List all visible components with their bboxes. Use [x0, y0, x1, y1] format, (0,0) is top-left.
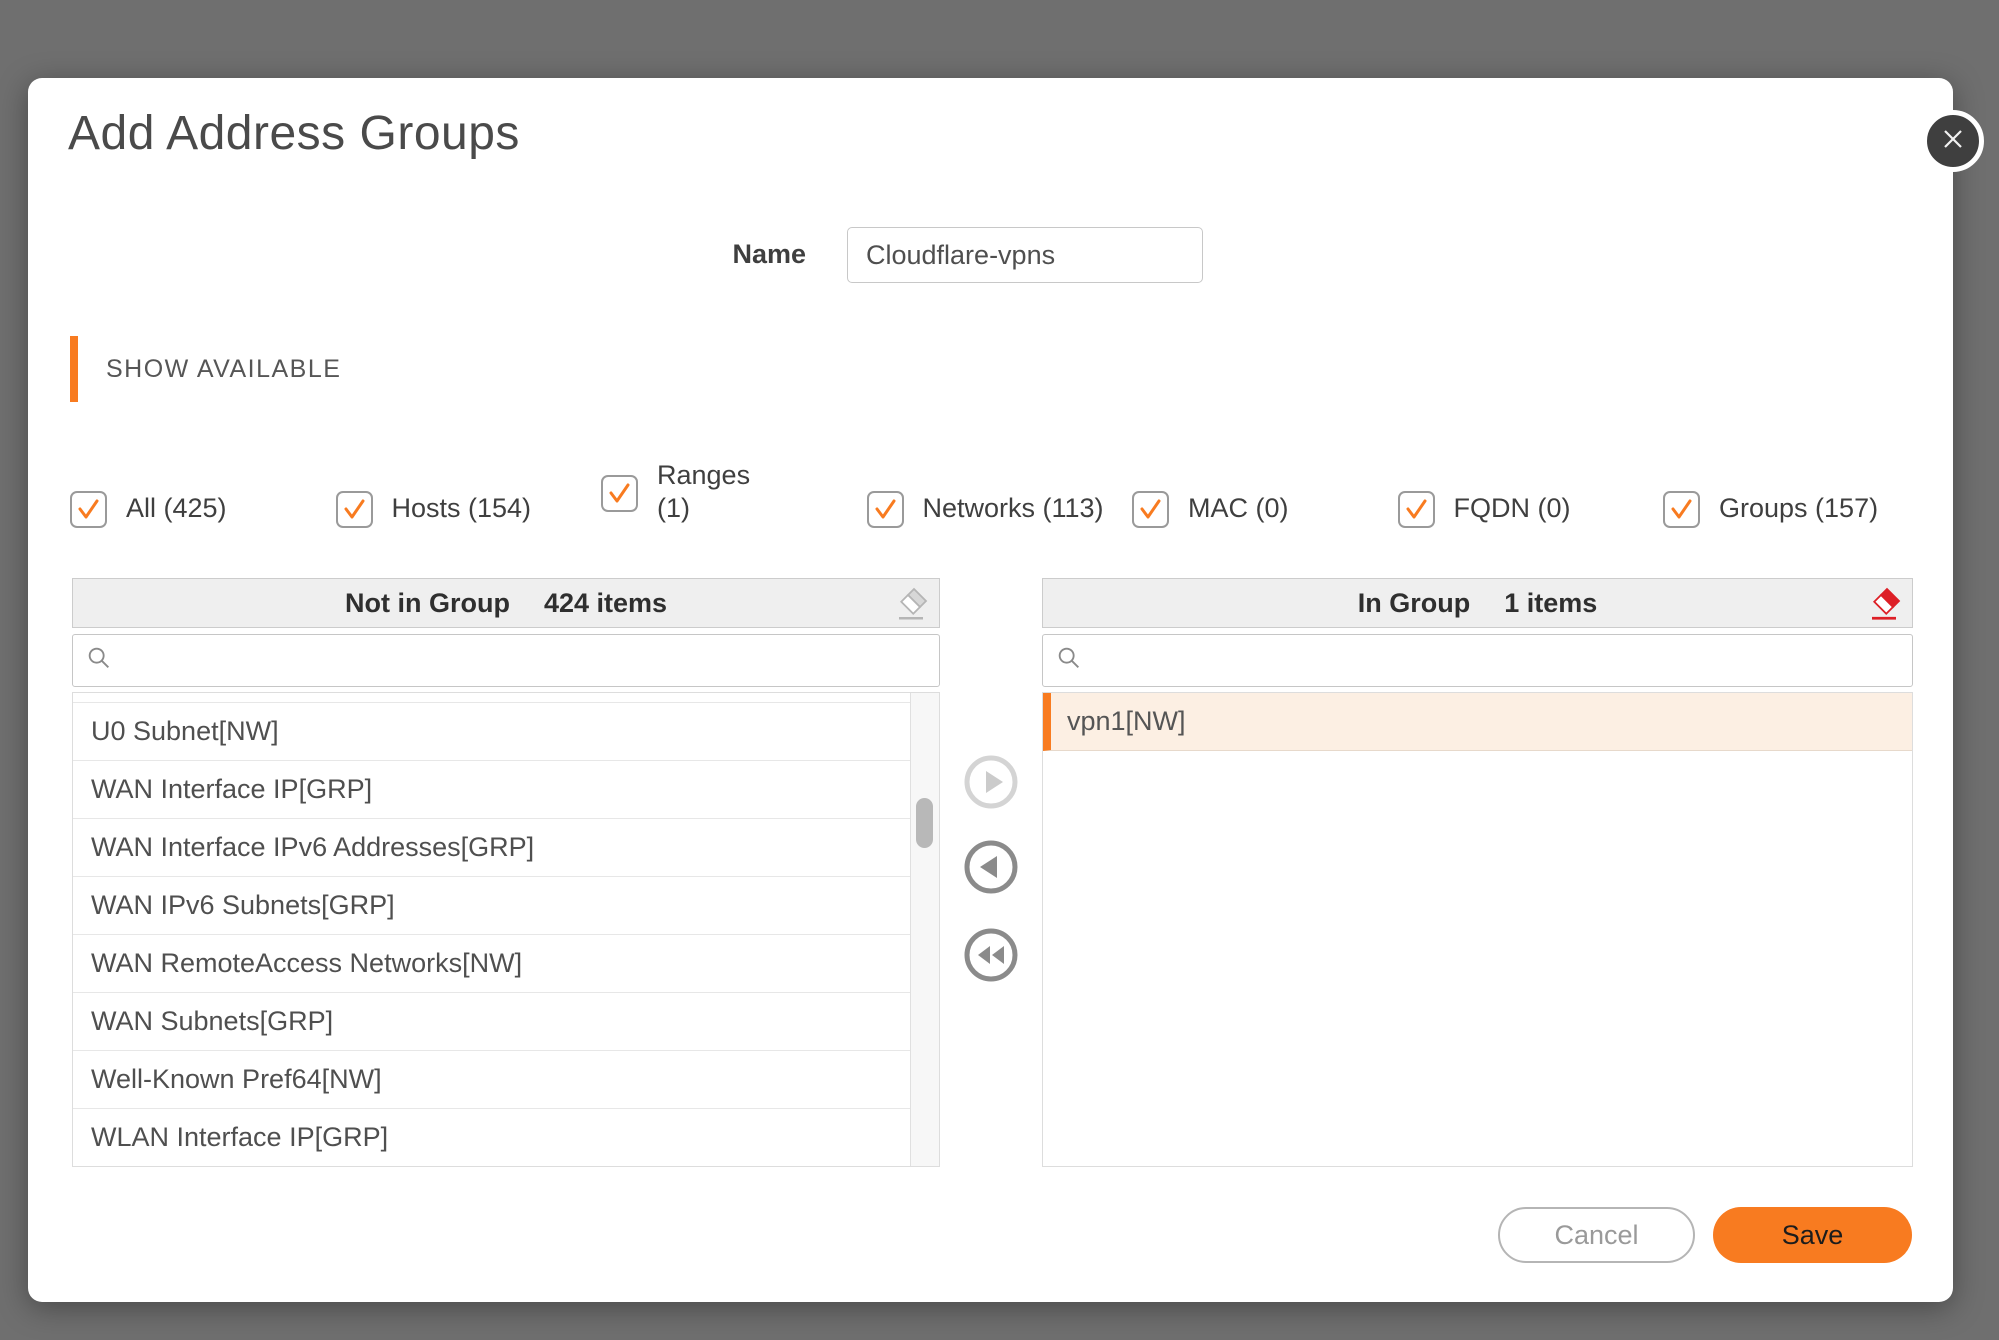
search-icon — [1055, 644, 1083, 677]
not-in-group-panel: Not in Group 424 items — [72, 578, 940, 1167]
remove-all-from-group-button[interactable] — [962, 926, 1020, 984]
address-list-item[interactable]: WLAN Interface IP[GRP] — [73, 1109, 910, 1166]
address-item-label: WAN Interface IP[GRP] — [91, 774, 373, 804]
section-label: SHOW AVAILABLE — [106, 354, 342, 383]
in-group-search-input[interactable] — [1093, 635, 1900, 686]
checked-checkbox-icon[interactable] — [1663, 491, 1700, 528]
name-label: Name — [732, 239, 806, 269]
checked-checkbox-icon[interactable] — [1397, 491, 1435, 528]
address-item-label: WAN RemoteAccess Networks[NW] — [91, 948, 523, 978]
partial-row — [73, 693, 910, 703]
show-available-section: SHOW AVAILABLE — [70, 336, 341, 402]
section-accent-bar — [70, 336, 78, 402]
type-filter-row: All (425) Hosts (154) Ranges (1) — [70, 458, 1929, 528]
filter-label: Groups (157) — [1719, 492, 1879, 523]
checked-checkbox-icon[interactable] — [335, 491, 373, 528]
search-icon — [85, 644, 113, 677]
address-item-label: WAN Interface IPv6 Addresses[GRP] — [91, 832, 535, 862]
filter-checkbox-item[interactable]: Ranges (1) — [601, 459, 867, 529]
address-item-label: WLAN Interface IP[GRP] — [91, 1122, 389, 1152]
address-list-item[interactable]: Well-Known Pref64[NW] — [73, 1051, 910, 1109]
address-list-item[interactable]: WAN RemoteAccess Networks[NW] — [73, 935, 910, 993]
add-address-groups-dialog: Add Address Groups Name SHOW AVAILABLE — [28, 78, 1984, 1302]
address-list-item[interactable]: WAN IPv6 Subnets[GRP] — [73, 877, 910, 935]
dialog-title: Add Address Groups — [68, 107, 520, 160]
remove-from-group-button[interactable] — [962, 838, 1020, 896]
checked-checkbox-icon[interactable] — [70, 491, 107, 528]
not-in-group-header: Not in Group 424 items — [72, 578, 940, 628]
filter-label: Ranges (1) — [657, 459, 751, 524]
not-in-group-search-box — [72, 634, 940, 687]
address-item-label: WAN Subnets[GRP] — [91, 1006, 334, 1036]
group-member-label: vpn1[NW] — [1067, 706, 1186, 736]
not-in-group-list: U0 Subnet[NW] WAN Interface IP[GRP] WAN … — [72, 692, 940, 1167]
filter-label: Hosts (154) — [391, 492, 532, 523]
not-in-group-title: Not in Group — [344, 587, 510, 618]
name-input[interactable] — [847, 227, 1203, 283]
save-button[interactable]: Save — [1713, 1207, 1912, 1263]
address-list-item[interactable]: U0 Subnet[NW] — [73, 703, 910, 761]
in-group-list: vpn1[NW] — [1042, 692, 1913, 1167]
eraser-icon — [893, 587, 929, 625]
checked-checkbox-icon[interactable] — [866, 491, 904, 528]
list-scrollbar-track[interactable] — [910, 693, 939, 1166]
filter-checkbox-item[interactable]: FQDN (0) — [1397, 491, 1664, 528]
not-in-group-count: 424 items — [543, 587, 668, 618]
in-group-panel: In Group 1 items — [1042, 578, 1913, 1167]
address-list-item[interactable]: WAN Interface IPv6 Addresses[GRP] — [73, 819, 910, 877]
in-group-search-box — [1042, 634, 1913, 687]
address-item-label: WAN IPv6 Subnets[GRP] — [91, 890, 395, 920]
address-list-item[interactable]: WAN Interface IP[GRP] — [73, 761, 910, 819]
filter-label: All (425) — [126, 492, 227, 523]
not-in-group-search-input[interactable] — [123, 635, 927, 686]
move-to-group-button[interactable] — [962, 753, 1020, 811]
filter-label: Networks (113) — [922, 492, 1104, 523]
checked-checkbox-icon[interactable] — [601, 474, 638, 512]
address-item-label: Well-Known Pref64[NW] — [91, 1064, 382, 1094]
close-button[interactable] — [1922, 110, 1984, 172]
in-group-count: 1 items — [1504, 587, 1598, 618]
cancel-button[interactable]: Cancel — [1498, 1207, 1695, 1263]
filter-checkbox-item[interactable]: Networks (113) — [866, 491, 1133, 528]
eraser-icon-red — [1866, 587, 1902, 625]
arrow-left-icon — [962, 840, 1020, 899]
filter-checkbox-item[interactable]: Groups (157) — [1663, 491, 1929, 528]
address-item-label: U0 Subnet[NW] — [91, 716, 279, 746]
address-list-item[interactable]: WAN Subnets[GRP] — [73, 993, 910, 1051]
filter-checkbox-item[interactable]: MAC (0) — [1132, 491, 1398, 528]
list-scrollbar-thumb[interactable] — [916, 798, 933, 848]
clear-not-in-group-button[interactable] — [893, 586, 929, 622]
filter-label: MAC (0) — [1188, 492, 1289, 523]
filter-checkbox-item[interactable]: All (425) — [70, 491, 336, 528]
checked-checkbox-icon[interactable] — [1132, 491, 1169, 528]
clear-in-group-button[interactable] — [1866, 586, 1902, 622]
double-arrow-left-icon — [962, 928, 1020, 987]
name-field-row: Name — [28, 227, 1953, 283]
in-group-header: In Group 1 items — [1042, 578, 1913, 628]
arrow-right-icon — [962, 755, 1020, 814]
filter-checkbox-item[interactable]: Hosts (154) — [335, 491, 602, 528]
filter-label: FQDN (0) — [1453, 492, 1571, 523]
group-member-item[interactable]: vpn1[NW] — [1043, 693, 1912, 751]
close-icon — [1938, 124, 1968, 159]
in-group-title: In Group — [1357, 587, 1471, 618]
